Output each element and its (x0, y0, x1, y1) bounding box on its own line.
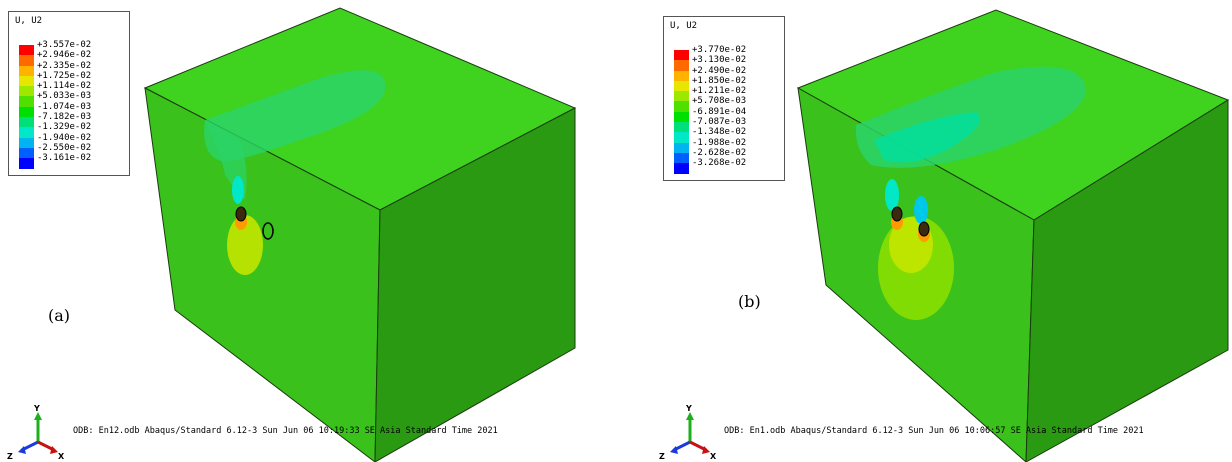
legend-value: -7.182e-03 (37, 112, 92, 123)
legend-swatch (19, 96, 34, 107)
legend-value: -3.268e-02 (692, 158, 747, 169)
legend-swatch (674, 152, 689, 164)
legend-value: +2.946e-02 (37, 50, 92, 61)
legend-value: +3.770e-02 (692, 45, 747, 55)
legend-value: +3.557e-02 (37, 40, 92, 50)
legend-swatch (674, 80, 689, 92)
panel-label-b: (b) (738, 292, 761, 311)
triad-y-label: Y (34, 404, 40, 413)
legend-value: -2.550e-02 (37, 142, 92, 153)
legend-swatch (674, 163, 689, 174)
legend-swatch (674, 60, 689, 71)
anchor-hole-1 (235, 206, 247, 222)
legend-value: -1.074e-03 (37, 101, 92, 112)
legend-swatch (19, 106, 34, 118)
contour-plot-panel-b: U, U2 +3.770e-02 +3.130e-02 +2.490e-02 +… (616, 0, 1232, 462)
legend-value: -1.940e-02 (37, 132, 92, 143)
contour-region-yellow (227, 215, 263, 275)
axis-triad (18, 412, 58, 454)
legend-swatch (674, 70, 689, 81)
legend-values: +3.557e-02 +2.946e-02 +2.335e-02 +1.725e… (37, 40, 91, 164)
contour-region-cyan (885, 179, 899, 211)
legend-value: -6.891e-04 (692, 106, 747, 117)
contour-region-top (204, 70, 386, 162)
legend-title: U, U2 (670, 21, 698, 31)
legend-value: -3.161e-02 (37, 153, 92, 164)
legend-value: +1.211e-02 (692, 86, 747, 97)
panel-label-a: (a) (48, 306, 71, 325)
legend-title: U, U2 (15, 16, 43, 26)
legend-value: +1.725e-02 (37, 70, 92, 81)
cube-side-face (1025, 99, 1229, 462)
legend-value: -7.087e-03 (692, 117, 747, 128)
anchor-hole-1 (891, 206, 903, 222)
legend-swatch (19, 75, 34, 87)
legend-swatch (674, 101, 689, 112)
model-viewport[interactable] (616, 0, 1232, 462)
contour-plot-panel-a: U, U2 +3.557e-02 +2.946e-02 +2.335e-02 +… (0, 0, 616, 462)
legend-color-bar (674, 50, 689, 174)
anchor-hole-2 (262, 222, 274, 240)
legend-color-bar (19, 45, 34, 169)
legend-value: +2.490e-02 (692, 65, 747, 76)
legend-value: +2.335e-02 (37, 60, 92, 71)
legend-value: -1.329e-02 (37, 122, 92, 133)
cube-side-face (374, 107, 576, 462)
legend-swatch (674, 132, 689, 143)
anchor-hole-2 (918, 221, 930, 237)
triad-x-label: X (710, 452, 717, 461)
triad-z-label: Z (7, 452, 13, 461)
legend-swatch (19, 137, 34, 148)
odb-info-line: ODB: En12.odb Abaqus/Standard 6.12-3 Sun… (73, 426, 498, 436)
legend-swatch (674, 122, 689, 133)
legend-value: -1.988e-02 (692, 137, 747, 148)
legend-swatch (674, 111, 689, 123)
contour-region-top-inner (874, 112, 980, 163)
legend-swatch (19, 147, 34, 159)
contour-legend: U, U2 +3.557e-02 +2.946e-02 +2.335e-02 +… (8, 11, 130, 176)
triad-y-label: Y (686, 404, 692, 413)
contour-region-cyan-2 (914, 196, 928, 224)
contour-region-cyan (232, 176, 244, 204)
legend-value: +5.033e-03 (37, 91, 92, 102)
legend-swatch (19, 117, 34, 128)
legend-swatch (19, 86, 34, 97)
legend-swatch (674, 142, 689, 153)
legend-swatch (19, 127, 34, 138)
legend-value: +5.708e-03 (692, 96, 747, 107)
legend-value: +1.114e-02 (37, 81, 92, 92)
legend-swatch (19, 158, 34, 169)
legend-values: +3.770e-02 +3.130e-02 +2.490e-02 +1.850e… (692, 45, 746, 169)
legend-value: +3.130e-02 (692, 55, 747, 66)
model-viewport[interactable] (0, 0, 616, 462)
legend-swatch (674, 91, 689, 102)
legend-value: -1.348e-02 (692, 127, 747, 138)
odb-info-line: ODB: En1.odb Abaqus/Standard 6.12-3 Sun … (724, 426, 1144, 436)
legend-swatch (19, 65, 34, 76)
legend-swatch (674, 50, 689, 61)
triad-z-label: Z (659, 452, 665, 461)
legend-value: -2.628e-02 (692, 147, 747, 158)
contour-legend: U, U2 +3.770e-02 +3.130e-02 +2.490e-02 +… (663, 16, 785, 181)
legend-swatch (19, 45, 34, 56)
triad-x-label: X (58, 452, 65, 461)
cube-front-face (144, 87, 381, 462)
axis-triad (670, 412, 710, 454)
legend-swatch (19, 55, 34, 66)
legend-value: +1.850e-02 (692, 75, 747, 86)
